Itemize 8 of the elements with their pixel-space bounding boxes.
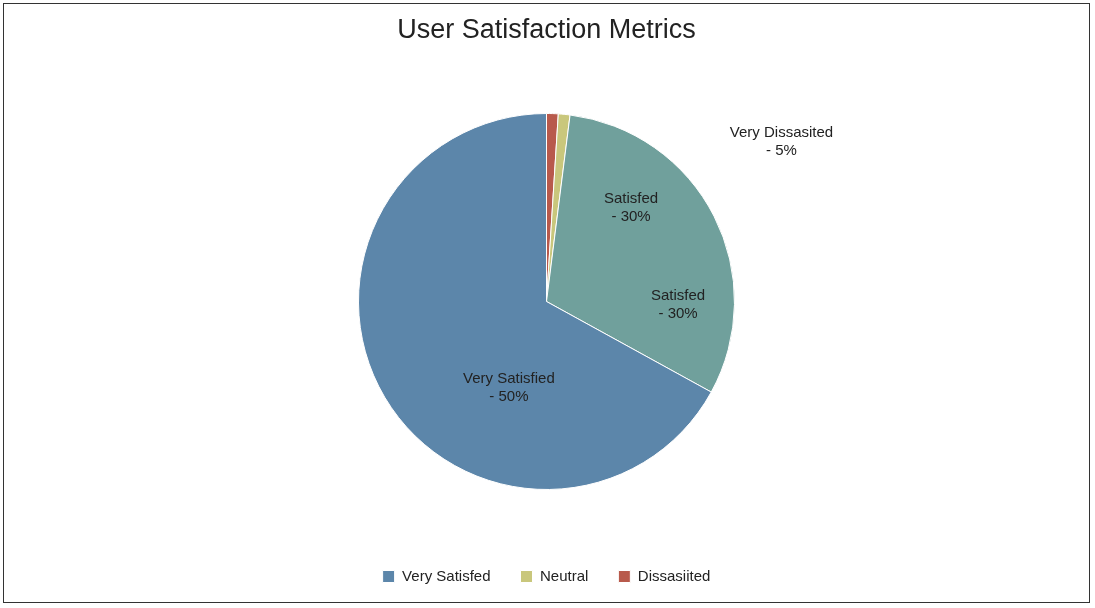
text: Very Satisfied - 50% [463, 369, 555, 405]
text: Satisfed - 30% [651, 286, 706, 322]
text: Very Dissasited - 5% [729, 122, 834, 158]
text: Satisfed - 30% [604, 188, 659, 224]
chart-title: User Satisfaction Metrics [396, 14, 697, 45]
legend-label: Very Satisfed [402, 566, 491, 584]
legend-label: Dissasiited [637, 566, 711, 584]
legend-label: Neutral [540, 566, 589, 584]
